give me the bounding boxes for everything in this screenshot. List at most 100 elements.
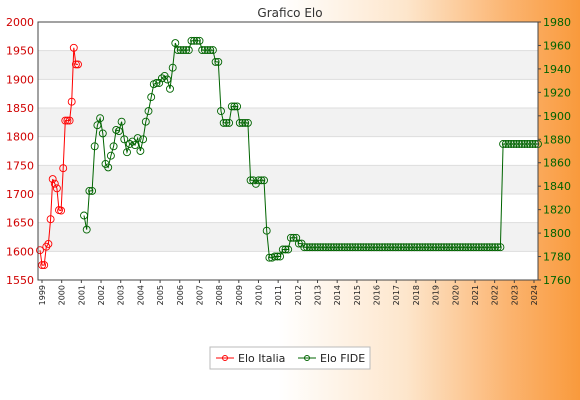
data-point bbox=[448, 243, 456, 252]
data-point bbox=[340, 243, 349, 252]
data-point bbox=[378, 243, 387, 252]
data-point bbox=[141, 117, 150, 126]
data-point bbox=[523, 140, 532, 148]
data-point bbox=[437, 243, 446, 252]
data-point bbox=[200, 46, 209, 55]
data-point bbox=[46, 215, 55, 224]
data-point bbox=[418, 243, 427, 252]
data-point bbox=[289, 233, 298, 242]
data-point bbox=[407, 243, 416, 252]
grid-band bbox=[38, 165, 538, 194]
data-point bbox=[337, 243, 346, 252]
data-point bbox=[477, 243, 486, 252]
x-axis: 1999 2000 2001 2002 2003 2004 2005 2006 2007 2008… bbox=[38, 280, 539, 305]
y-left-tick-label: 1600 bbox=[6, 245, 34, 258]
data-point bbox=[206, 46, 215, 55]
x-tick-label: 2023 bbox=[510, 285, 519, 305]
data-point bbox=[63, 116, 72, 125]
data-point bbox=[262, 226, 271, 235]
x-tick-label: 2002 bbox=[97, 285, 106, 305]
data-point bbox=[399, 243, 408, 252]
data-point bbox=[243, 118, 252, 127]
data-point bbox=[464, 243, 473, 252]
data-point bbox=[214, 57, 223, 66]
y-left-tick-label: 2000 bbox=[6, 16, 34, 29]
data-point bbox=[391, 243, 400, 252]
data-point bbox=[480, 243, 489, 252]
data-point bbox=[42, 242, 51, 251]
data-point bbox=[187, 36, 196, 45]
x-tick-label: 2015 bbox=[353, 285, 362, 305]
x-tick-label: 2011 bbox=[274, 285, 283, 305]
data-point bbox=[461, 243, 470, 252]
x-tick-label: 2006 bbox=[176, 285, 185, 305]
data-point bbox=[217, 107, 225, 116]
data-point bbox=[501, 140, 510, 148]
data-point bbox=[370, 243, 379, 252]
data-point bbox=[67, 97, 76, 106]
x-tick-label: 2017 bbox=[392, 285, 401, 305]
data-point bbox=[335, 243, 344, 252]
data-point bbox=[117, 117, 126, 126]
data-point bbox=[96, 114, 105, 123]
x-tick-label: 2003 bbox=[117, 285, 126, 305]
x-tick-label: 2019 bbox=[432, 285, 441, 305]
data-point bbox=[423, 243, 432, 252]
data-point bbox=[144, 107, 153, 116]
data-point bbox=[104, 163, 113, 172]
data-point bbox=[456, 243, 465, 252]
data-point bbox=[192, 36, 201, 45]
data-point bbox=[273, 252, 282, 261]
data-point bbox=[123, 148, 131, 157]
data-point bbox=[509, 140, 518, 148]
data-point bbox=[139, 135, 148, 144]
data-point bbox=[354, 243, 362, 252]
data-point bbox=[375, 243, 384, 252]
data-point bbox=[265, 253, 274, 262]
data-point bbox=[491, 243, 499, 252]
y-right-tick-label: 1960 bbox=[543, 39, 571, 52]
x-tick-label: 2005 bbox=[156, 285, 165, 305]
data-point bbox=[235, 118, 244, 127]
data-point bbox=[195, 36, 204, 45]
data-point bbox=[168, 63, 177, 72]
data-point bbox=[222, 118, 231, 127]
data-point bbox=[190, 36, 199, 45]
data-point bbox=[82, 225, 91, 234]
legend-marker-elo-italia bbox=[222, 355, 228, 361]
plot-border bbox=[37, 21, 539, 281]
x-tick-label: 1999 bbox=[38, 285, 47, 305]
data-point bbox=[445, 243, 454, 252]
data-point bbox=[157, 74, 166, 83]
y-left-tick-label: 1550 bbox=[6, 274, 34, 287]
data-point bbox=[44, 239, 53, 248]
data-point bbox=[321, 243, 330, 252]
data-point bbox=[466, 243, 475, 252]
data-point bbox=[348, 243, 357, 252]
data-point bbox=[90, 142, 99, 151]
x-tick-label: 2008 bbox=[215, 285, 224, 305]
y-right-tick-label: 1840 bbox=[543, 180, 571, 193]
data-point bbox=[493, 243, 502, 252]
data-point bbox=[74, 60, 82, 69]
data-point bbox=[324, 243, 333, 252]
data-point bbox=[254, 176, 263, 185]
data-point bbox=[485, 243, 494, 252]
data-point bbox=[303, 243, 311, 252]
data-point bbox=[434, 243, 443, 252]
series-elo-fide bbox=[80, 36, 542, 262]
data-point bbox=[405, 243, 414, 252]
data-point bbox=[499, 140, 508, 148]
data-point bbox=[421, 243, 430, 252]
data-point bbox=[458, 243, 467, 252]
data-point bbox=[59, 164, 68, 173]
data-point bbox=[440, 243, 448, 252]
x-tick-label: 2024 bbox=[530, 285, 539, 305]
data-point bbox=[356, 243, 365, 252]
data-point bbox=[219, 118, 228, 127]
y-right-tick-label: 1940 bbox=[543, 63, 571, 76]
data-point bbox=[311, 243, 319, 252]
data-point bbox=[131, 141, 139, 150]
x-tick-label: 2012 bbox=[294, 285, 303, 305]
